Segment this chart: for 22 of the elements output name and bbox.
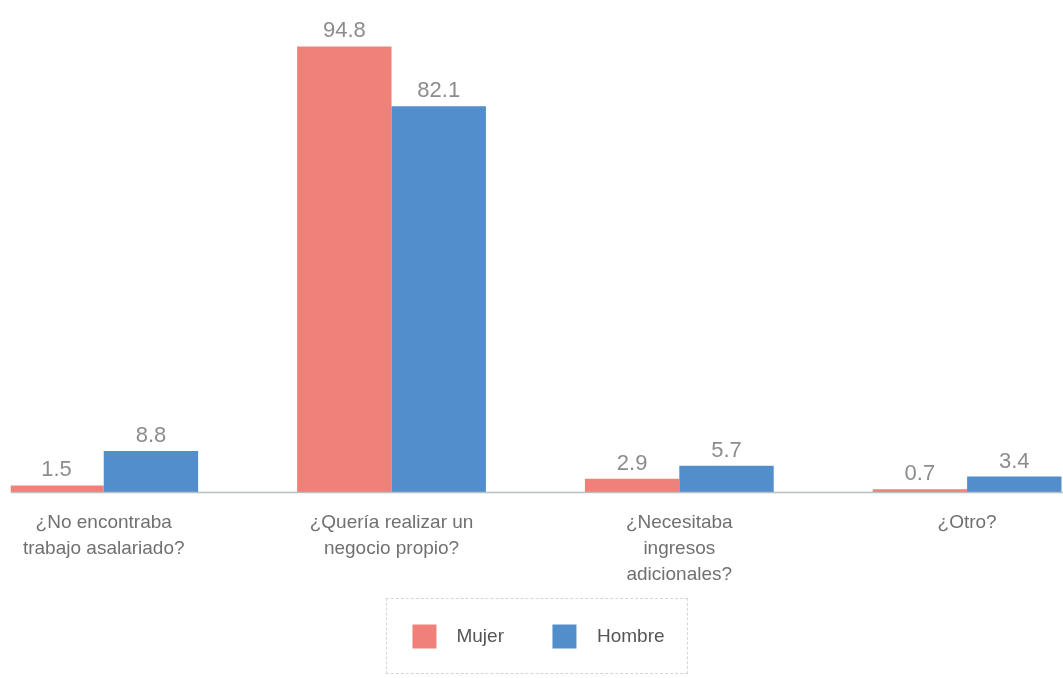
- x-tick-label: ¿No encontraba trabajo asalariado?: [22, 510, 185, 558]
- data-label: 3.4: [999, 447, 1030, 473]
- bar: [679, 465, 774, 493]
- bar: [10, 485, 104, 493]
- data-label: 82.1: [417, 77, 461, 103]
- bar: [584, 478, 680, 493]
- legend-label: Mujer: [456, 625, 504, 647]
- data-label: 94.8: [322, 17, 366, 43]
- bar: [872, 489, 968, 493]
- data-label: 5.7: [711, 436, 742, 462]
- data-label: 0.7: [904, 460, 936, 486]
- x-tick-label: ¿Necesitaba ingresos adicionales?: [625, 510, 734, 584]
- x-tick-label: ¿Otro?: [937, 510, 997, 532]
- data-label: 2.9: [616, 449, 648, 475]
- x-tick-label: ¿Quería realizar un negocio propio?: [309, 510, 474, 558]
- data-label: 1.5: [41, 456, 72, 482]
- bar: [103, 451, 199, 493]
- bar: [297, 46, 392, 493]
- legend-label: Hombre: [596, 625, 665, 647]
- bar: [391, 106, 486, 493]
- data-label: 8.8: [135, 422, 167, 448]
- bar: [967, 476, 1062, 493]
